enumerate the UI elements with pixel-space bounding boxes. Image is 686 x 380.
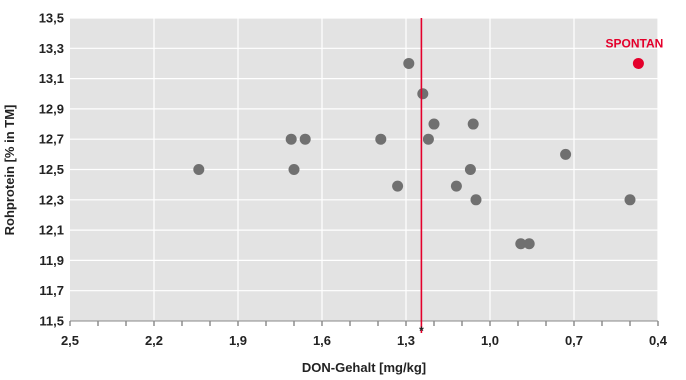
data-point (464, 164, 476, 175)
y-tick-label: 13,5 (39, 11, 64, 26)
x-tick-labels: 2,5 2,2 1,9 1,6 1,3 1,0 0,7 0,4 (61, 333, 668, 348)
y-axis-title: Rohprotein [% in TM] (2, 105, 17, 236)
data-point (403, 57, 415, 69)
y-tick-label: 13,1 (39, 71, 64, 86)
reference-line-marker: * (419, 324, 424, 338)
data-point (392, 180, 404, 192)
data-point (560, 148, 572, 160)
y-tick-label: 11,9 (39, 253, 64, 268)
data-point (288, 164, 300, 175)
data-point (428, 118, 440, 130)
y-tick-label: 13,3 (39, 41, 64, 56)
x-axis-ticks (69, 320, 659, 326)
y-tick-labels: 11,5 11,7 11,9 12,1 12,3 12,5 12,7 12,9 13,1 13,3… (39, 11, 64, 329)
data-point (417, 88, 429, 100)
x-tick-label: 1,3 (397, 333, 415, 348)
highlight-point-spontan (632, 57, 644, 69)
y-tick-label: 11,7 (39, 283, 64, 298)
y-tick-label: 12,9 (39, 101, 64, 116)
data-point (450, 180, 462, 192)
x-tick-label: 2,2 (145, 333, 163, 348)
y-tick-label: 11,5 (39, 314, 64, 329)
data-point (375, 133, 387, 145)
x-tick-label: 0,7 (565, 333, 583, 348)
x-axis-title: DON-Gehalt [mg/kg] (302, 360, 426, 375)
data-point (422, 133, 434, 145)
y-tick-label: 12,5 (39, 162, 64, 177)
data-point (470, 194, 482, 206)
data-point (624, 194, 636, 206)
y-tick-label: 12,7 (39, 132, 64, 147)
y-tick-label: 12,1 (39, 223, 64, 238)
grid-lines (70, 17, 659, 321)
data-points (193, 57, 636, 250)
data-point (299, 133, 311, 145)
y-tick-label: 12,3 (39, 192, 64, 207)
data-point (285, 133, 297, 145)
x-tick-label: 0,4 (649, 333, 668, 348)
data-point (193, 164, 205, 175)
x-tick-label: 2,5 (61, 333, 79, 348)
x-tick-label: 1,6 (313, 333, 331, 348)
highlight-label: SPONTAN (606, 36, 664, 50)
data-point (523, 238, 535, 250)
x-tick-label: 1,9 (229, 333, 247, 348)
data-point (515, 238, 527, 250)
x-tick-label: 1,0 (481, 333, 499, 348)
data-point (467, 118, 479, 130)
